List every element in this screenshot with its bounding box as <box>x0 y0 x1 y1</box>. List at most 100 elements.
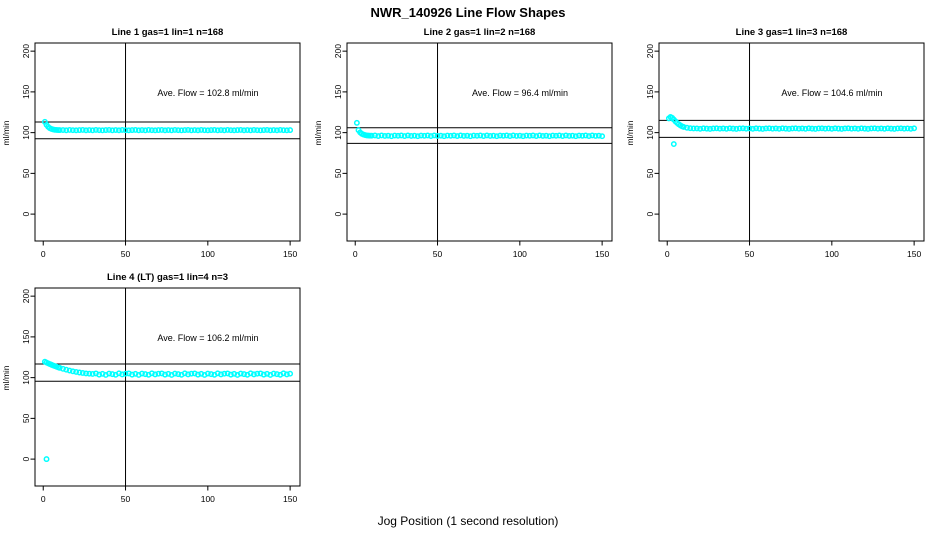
x-tick-label: 50 <box>121 249 131 259</box>
data-point <box>526 132 533 139</box>
data-point <box>378 132 385 139</box>
y-tick-label: 100 <box>645 125 655 139</box>
data-point <box>158 126 165 133</box>
data-point <box>799 125 806 132</box>
data-point <box>427 133 434 140</box>
data-point <box>901 125 908 132</box>
data-point <box>878 125 885 132</box>
data-point <box>845 125 852 132</box>
data-point <box>599 133 606 140</box>
data-point <box>483 132 490 139</box>
x-tick-label: 100 <box>201 494 215 504</box>
data-point <box>865 125 871 132</box>
plot-box <box>34 287 301 487</box>
data-point <box>119 371 126 378</box>
plot-area: 0 50 100 150 0 50 100 150 200 <box>21 42 301 259</box>
data-point <box>707 125 713 132</box>
data-point <box>388 133 395 140</box>
data-point <box>191 127 198 133</box>
data-point <box>280 370 287 377</box>
data-point <box>270 127 277 133</box>
data-point <box>441 133 448 140</box>
data-point <box>125 127 132 134</box>
x-tick-label: 0 <box>41 249 46 259</box>
data-point <box>431 132 438 139</box>
data-point <box>520 133 527 140</box>
ave-flow-annotation: Ave. Flow = 102.8 ml/min <box>157 88 258 98</box>
data-point <box>250 371 257 378</box>
data-point <box>451 132 457 139</box>
data-point <box>576 132 583 139</box>
data-point <box>720 125 727 132</box>
data-point <box>687 125 694 132</box>
data-point <box>589 132 596 139</box>
y-tick-label: 50 <box>333 168 343 178</box>
data-point <box>772 125 779 132</box>
data-point <box>145 126 152 133</box>
plot-area: 0 50 100 150 0 50 100 150 200 <box>645 42 925 259</box>
data-point <box>697 125 704 132</box>
panel-line-1: Line 1 gas=1 lin=1 n=168 ml/min Ave. Flo… <box>0 22 312 267</box>
data-point <box>398 132 405 139</box>
data-point <box>185 371 192 378</box>
data-point <box>749 125 756 132</box>
y-axis-label: ml/min <box>1 365 11 390</box>
data-point <box>884 125 891 132</box>
data-point <box>244 127 251 133</box>
figure-title: NWR_140926 Line Flow Shapes <box>370 5 566 20</box>
data-point <box>786 125 792 132</box>
data-point <box>454 133 461 140</box>
data-point <box>434 132 441 139</box>
y-tick-label: 100 <box>333 125 343 139</box>
data-point <box>63 366 70 373</box>
data-point <box>911 125 918 132</box>
x-tick-label: 50 <box>745 249 755 259</box>
data-point <box>907 125 914 132</box>
data-point <box>516 132 523 139</box>
data-point <box>115 370 122 377</box>
y-tick-label: 100 <box>21 370 31 384</box>
data-point <box>109 127 116 134</box>
data-point <box>437 132 444 139</box>
data-point <box>556 132 563 139</box>
x-tick-label: 0 <box>665 249 670 259</box>
data-point <box>898 125 904 132</box>
data-point <box>802 125 809 132</box>
data-point <box>700 125 707 132</box>
data-point <box>776 125 783 132</box>
data-point <box>513 132 520 139</box>
data-point <box>155 370 162 377</box>
data-point <box>904 125 911 132</box>
data-point <box>881 125 888 132</box>
data-point <box>418 132 425 139</box>
data-point <box>260 371 267 378</box>
data-point <box>119 126 126 133</box>
data-point <box>135 127 142 134</box>
data-point <box>162 371 168 378</box>
data-point <box>142 127 149 134</box>
data-point <box>464 132 471 139</box>
subplot-line-4: Line 4 (LT) gas=1 lin=4 n=3 ml/min Ave. … <box>1 272 301 504</box>
y-tick-label: 200 <box>333 44 343 58</box>
data-point <box>56 364 63 371</box>
data-point <box>86 127 93 133</box>
data-point <box>404 132 411 139</box>
x-tick-label: 150 <box>283 494 297 504</box>
y-tick-label: 50 <box>21 413 31 423</box>
data-point <box>832 125 839 132</box>
data-point <box>868 125 875 132</box>
y-tick-label: 200 <box>21 44 31 58</box>
data-point <box>871 125 878 132</box>
data-point <box>756 125 763 132</box>
data-point <box>89 127 96 134</box>
x-tick-label: 150 <box>283 249 297 259</box>
data-point <box>680 123 687 130</box>
data-point <box>539 132 546 139</box>
x-tick-label: 0 <box>41 494 46 504</box>
data-point <box>277 126 284 133</box>
data-point <box>543 132 550 139</box>
subplot-line-2: Line 2 gas=1 lin=2 n=168 ml/min Ave. Flo… <box>313 27 613 259</box>
data-point <box>759 125 766 132</box>
data-point <box>569 132 576 139</box>
x-tick-label: 100 <box>513 249 527 259</box>
